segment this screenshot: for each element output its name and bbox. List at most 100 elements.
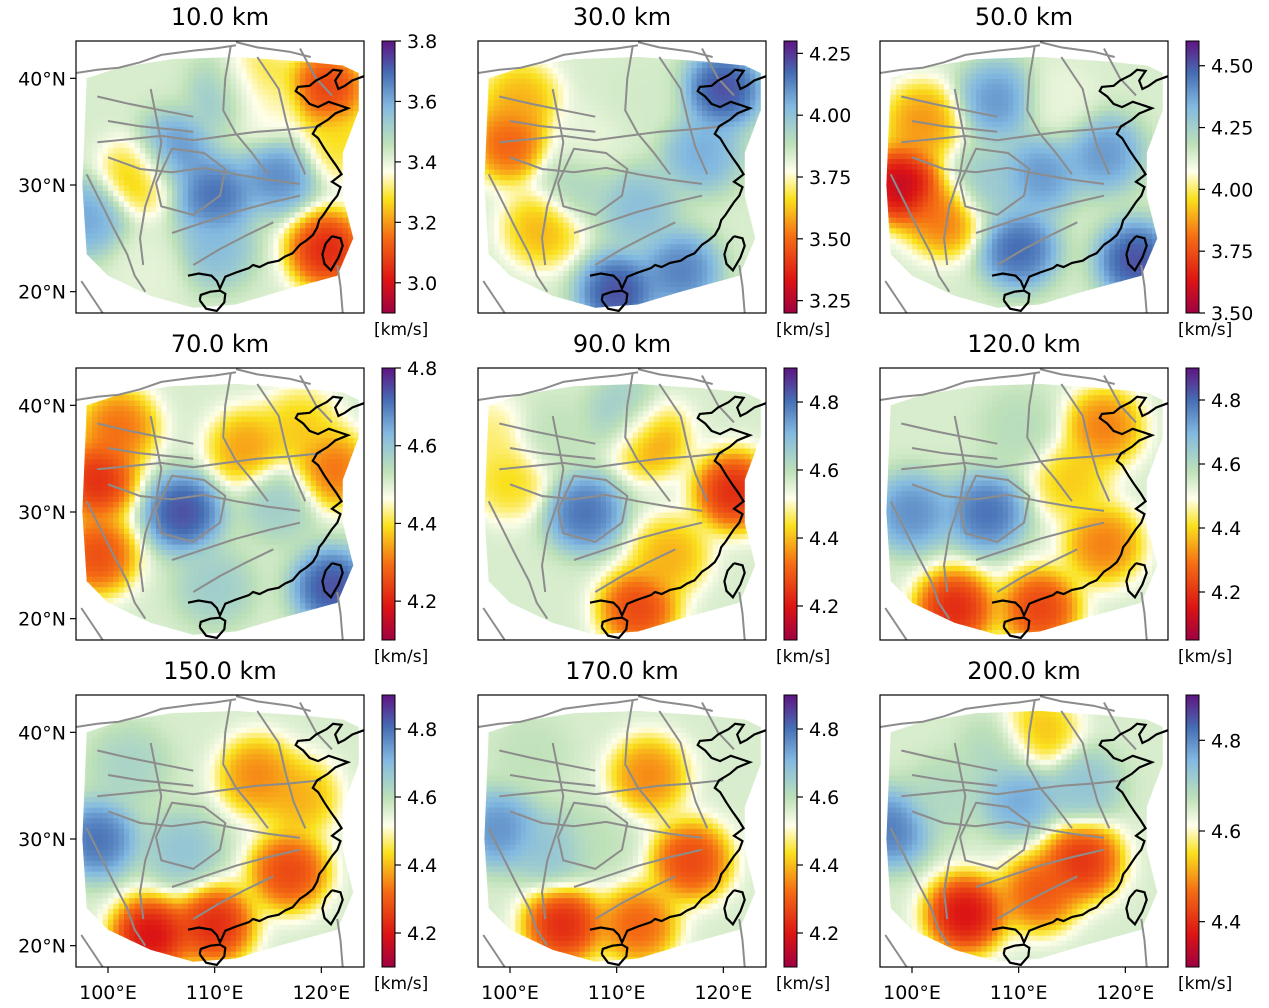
velocity-cell [558, 259, 564, 266]
velocity-cell [584, 302, 591, 308]
velocity-cell [616, 179, 623, 186]
velocity-cell [670, 222, 676, 229]
velocity-cell [520, 131, 527, 138]
velocity-cell [300, 169, 306, 175]
velocity-cell [209, 57, 216, 63]
velocity-cell [326, 105, 333, 111]
velocity-cell [584, 238, 591, 245]
velocity-cell [166, 158, 173, 165]
velocity-cell [632, 153, 639, 159]
velocity-cell [648, 126, 655, 133]
velocity-cell [268, 158, 274, 165]
velocity-cell [220, 222, 226, 229]
velocity-cell [230, 105, 237, 111]
velocity-cell [284, 227, 290, 234]
velocity-cell [568, 286, 575, 293]
velocity-cell [654, 201, 660, 207]
velocity-cell [166, 105, 173, 111]
velocity-cell [584, 126, 591, 133]
velocity-cell [707, 265, 714, 271]
velocity-cell [241, 126, 248, 133]
velocity-cell [611, 206, 618, 213]
velocity-cell [542, 115, 548, 122]
velocity-cell [252, 147, 258, 154]
velocity-cell [691, 174, 698, 181]
velocity-cell [574, 275, 580, 282]
velocity-cell [332, 169, 338, 175]
velocity-cell [284, 275, 290, 282]
velocity-cell [156, 142, 162, 149]
velocity-cell [595, 211, 602, 218]
velocity-cell [209, 94, 216, 101]
velocity-cell [198, 222, 205, 229]
velocity-cell [622, 286, 628, 293]
velocity-cell [702, 243, 708, 250]
velocity-cell [214, 286, 221, 293]
velocity-cell [643, 297, 650, 303]
velocity-cell [510, 169, 516, 175]
velocity-cell [606, 281, 612, 287]
velocity-cell [680, 254, 687, 261]
velocity-cell [616, 286, 623, 293]
velocity-cell [310, 195, 317, 202]
velocity-cell [616, 265, 623, 271]
velocity-cell [214, 105, 221, 111]
velocity-cell [204, 281, 210, 287]
velocity-cell [707, 137, 714, 143]
velocity-cell [129, 222, 136, 229]
velocity-cell [209, 89, 216, 95]
velocity-cell [284, 185, 290, 191]
velocity-cell [140, 249, 146, 255]
velocity-cell [718, 254, 724, 261]
velocity-cell [696, 217, 703, 223]
colorbar-tick-label: 3.4 [407, 152, 437, 174]
velocity-cell [102, 131, 109, 138]
velocity-cell [92, 217, 98, 223]
velocity-cell [488, 190, 495, 197]
velocity-cell [86, 110, 93, 117]
velocity-cell [156, 137, 162, 143]
velocity-cell [193, 115, 200, 122]
velocity-cell [728, 131, 735, 138]
velocity-cell [310, 89, 317, 95]
velocity-cell [321, 126, 328, 133]
velocity-cell [531, 211, 538, 218]
velocity-cell [188, 259, 194, 266]
velocity-cell [552, 259, 559, 266]
velocity-cell [236, 94, 242, 101]
velocity-cell [734, 254, 740, 261]
velocity-cell [284, 201, 290, 207]
velocity-cell [113, 185, 120, 191]
velocity-cell [241, 185, 248, 191]
velocity-cell [510, 217, 516, 223]
velocity-cell [515, 153, 522, 159]
velocity-cell [494, 147, 500, 154]
velocity-cell [108, 67, 114, 74]
velocity-cell [300, 137, 306, 143]
velocity-cell [321, 94, 328, 101]
velocity-cell [273, 147, 280, 154]
velocity-cell [257, 147, 264, 154]
velocity-cell [638, 243, 644, 250]
velocity-cell [627, 265, 634, 271]
velocity-cell [156, 270, 162, 277]
velocity-cell [342, 99, 349, 106]
velocity-cell [584, 286, 591, 293]
velocity-cell [241, 131, 248, 138]
velocity-cell [278, 259, 285, 266]
velocity-cell [214, 89, 221, 95]
velocity-cell [86, 99, 93, 106]
velocity-cell [289, 275, 296, 282]
velocity-cell [225, 73, 232, 79]
velocity-cell [643, 190, 650, 197]
velocity-cell [353, 89, 359, 95]
velocity-cell [664, 233, 671, 239]
velocity-cell [113, 105, 120, 111]
velocity-cell [542, 163, 548, 170]
velocity-cell [310, 265, 317, 271]
velocity-cell [172, 249, 178, 255]
velocity-cell [353, 78, 359, 85]
velocity-cell [526, 238, 532, 245]
velocity-cell [198, 275, 205, 282]
velocity-cell [300, 190, 306, 197]
